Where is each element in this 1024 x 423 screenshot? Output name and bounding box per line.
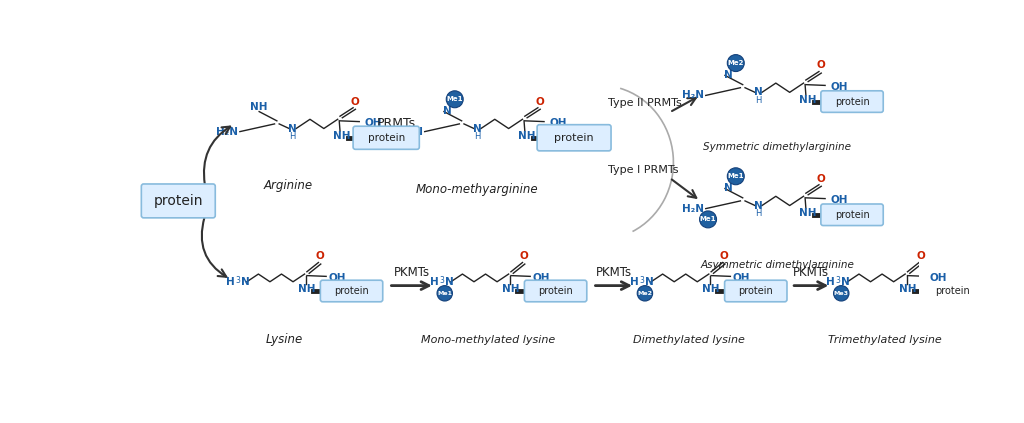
Text: H₂N: H₂N xyxy=(682,91,705,100)
Text: NH: NH xyxy=(702,284,720,294)
Text: protein: protein xyxy=(368,133,404,143)
Text: OH: OH xyxy=(550,118,567,128)
Text: OH: OH xyxy=(830,195,848,205)
Text: H: H xyxy=(755,209,761,218)
Text: PKMTs: PKMTs xyxy=(794,266,829,279)
Circle shape xyxy=(727,55,744,71)
Text: OH: OH xyxy=(830,82,848,92)
Text: H: H xyxy=(755,96,761,104)
Text: O: O xyxy=(519,251,528,261)
Text: H: H xyxy=(474,132,480,141)
Text: protein: protein xyxy=(334,286,369,296)
Text: O: O xyxy=(916,251,925,261)
Text: NH: NH xyxy=(899,284,916,294)
Text: N: N xyxy=(754,87,763,97)
FancyBboxPatch shape xyxy=(353,126,419,149)
Text: protein: protein xyxy=(835,96,869,107)
FancyBboxPatch shape xyxy=(524,280,587,302)
FancyBboxPatch shape xyxy=(725,280,787,302)
Text: PRMTs: PRMTs xyxy=(377,118,416,130)
Text: O: O xyxy=(816,173,825,184)
Text: protein: protein xyxy=(539,286,573,296)
Text: O: O xyxy=(720,251,729,261)
Text: OH: OH xyxy=(733,273,751,283)
Text: Lysine: Lysine xyxy=(266,333,303,346)
Text: Type II PRMTs: Type II PRMTs xyxy=(608,98,682,108)
FancyBboxPatch shape xyxy=(538,125,611,151)
Text: O: O xyxy=(350,96,359,107)
Text: Trimethylated lysine: Trimethylated lysine xyxy=(828,335,942,344)
Text: NH: NH xyxy=(298,284,315,294)
Text: PKMTs: PKMTs xyxy=(596,266,632,279)
Text: protein: protein xyxy=(154,194,203,208)
Text: N: N xyxy=(645,277,653,287)
Text: N: N xyxy=(842,277,850,287)
Text: H: H xyxy=(826,277,836,287)
Text: Mono-methyarginine: Mono-methyarginine xyxy=(416,183,539,196)
Text: NH: NH xyxy=(799,95,816,105)
FancyBboxPatch shape xyxy=(141,184,215,218)
Text: NH: NH xyxy=(517,131,536,141)
FancyBboxPatch shape xyxy=(821,204,884,225)
Text: Me1: Me1 xyxy=(699,217,717,222)
Text: protein: protein xyxy=(554,133,594,143)
Text: NH: NH xyxy=(333,131,350,141)
Text: H: H xyxy=(289,132,296,141)
FancyBboxPatch shape xyxy=(821,91,884,113)
FancyBboxPatch shape xyxy=(921,280,983,302)
Text: 3: 3 xyxy=(439,276,444,285)
Text: OH: OH xyxy=(365,118,382,128)
Text: NH: NH xyxy=(502,284,520,294)
Text: H₂N: H₂N xyxy=(401,126,423,137)
Text: Arginine: Arginine xyxy=(264,179,313,192)
Text: N: N xyxy=(754,201,763,211)
Text: Type I PRMTs: Type I PRMTs xyxy=(608,165,679,175)
Text: OH: OH xyxy=(929,273,946,283)
Text: N: N xyxy=(443,106,453,116)
Text: NH: NH xyxy=(251,102,268,112)
Text: N: N xyxy=(444,277,454,287)
Text: Dimethylated lysine: Dimethylated lysine xyxy=(633,335,744,344)
Text: NH: NH xyxy=(799,208,816,218)
Text: 3: 3 xyxy=(640,276,644,285)
Text: Me2: Me2 xyxy=(728,60,744,66)
Text: H: H xyxy=(430,277,438,287)
Text: PKMTs: PKMTs xyxy=(393,266,430,279)
Text: protein: protein xyxy=(835,210,869,220)
Text: 3: 3 xyxy=(836,276,841,285)
Text: H: H xyxy=(630,277,639,287)
Circle shape xyxy=(727,168,744,185)
Text: protein: protein xyxy=(935,286,970,296)
Circle shape xyxy=(437,286,453,301)
Text: N: N xyxy=(288,124,297,134)
Text: OH: OH xyxy=(329,273,346,283)
FancyBboxPatch shape xyxy=(321,280,383,302)
Text: Me2: Me2 xyxy=(637,291,652,296)
Text: H₂N: H₂N xyxy=(682,203,705,214)
Text: Symmetric dimethylarginine: Symmetric dimethylarginine xyxy=(703,142,851,152)
Text: N: N xyxy=(724,70,733,80)
Text: Me1: Me1 xyxy=(437,291,453,296)
Circle shape xyxy=(834,286,849,301)
Text: N: N xyxy=(241,277,250,287)
Text: OH: OH xyxy=(532,273,550,283)
Text: Me1: Me1 xyxy=(446,96,463,102)
Text: H: H xyxy=(225,277,234,287)
Text: O: O xyxy=(536,96,544,107)
Text: N: N xyxy=(724,183,733,193)
Text: Me3: Me3 xyxy=(834,291,849,296)
Text: protein: protein xyxy=(738,286,773,296)
Text: H₂N: H₂N xyxy=(216,126,239,137)
Text: Mono-methylated lysine: Mono-methylated lysine xyxy=(422,335,556,344)
Text: Me1: Me1 xyxy=(727,173,744,179)
Text: N: N xyxy=(473,124,481,134)
Text: O: O xyxy=(816,60,825,70)
Text: O: O xyxy=(315,251,325,261)
Circle shape xyxy=(637,286,652,301)
Text: 3: 3 xyxy=(236,276,241,285)
Circle shape xyxy=(446,91,463,108)
Text: Asymmetric dimethylarginine: Asymmetric dimethylarginine xyxy=(700,260,854,270)
Circle shape xyxy=(699,211,717,228)
